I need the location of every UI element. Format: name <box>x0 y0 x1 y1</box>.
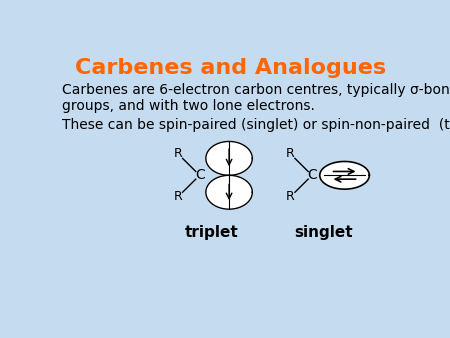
Text: C: C <box>195 168 204 182</box>
Text: R: R <box>174 190 182 203</box>
Polygon shape <box>206 141 252 175</box>
Text: C: C <box>307 168 317 182</box>
Text: triplet: triplet <box>184 225 238 240</box>
Polygon shape <box>206 175 252 209</box>
Text: Carbenes are 6-electron carbon centres, typically σ-bonded  to two other
groups,: Carbenes are 6-electron carbon centres, … <box>63 83 450 113</box>
Text: singlet: singlet <box>294 225 353 240</box>
Text: R: R <box>174 147 182 160</box>
Text: These can be spin-paired (singlet) or spin-non-paired  (triplet):: These can be spin-paired (singlet) or sp… <box>63 118 450 131</box>
Text: Carbenes and Analogues: Carbenes and Analogues <box>75 57 386 77</box>
Polygon shape <box>320 162 369 189</box>
Text: R: R <box>286 147 295 160</box>
Text: R: R <box>286 190 295 203</box>
